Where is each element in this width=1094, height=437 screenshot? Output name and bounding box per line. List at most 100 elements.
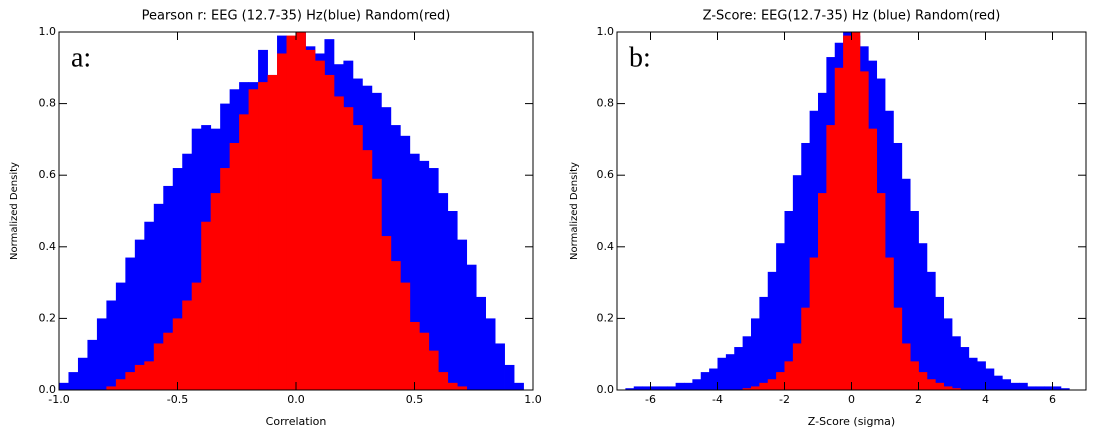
- histogram-bar: [776, 243, 785, 390]
- histogram-bar: [918, 243, 928, 390]
- x-axis-label: Correlation: [266, 415, 327, 428]
- histogram-bar: [106, 386, 117, 390]
- histogram-bar: [172, 318, 183, 390]
- histogram-bar: [843, 35, 852, 391]
- y-tick-label: 0.0: [597, 383, 615, 396]
- histogram-bar: [943, 318, 953, 390]
- histogram-bar: [514, 382, 524, 390]
- x-tick-label: 0: [848, 393, 855, 406]
- x-tick-label: 1.0: [524, 393, 542, 406]
- histogram-bar: [767, 271, 777, 390]
- histogram-bar: [125, 257, 136, 390]
- histogram-bar: [324, 74, 335, 391]
- histogram-bar: [438, 193, 449, 390]
- histogram-bar: [144, 221, 155, 390]
- histogram-bar: [210, 193, 221, 390]
- histogram-bar: [409, 153, 420, 390]
- histogram-bar: [267, 74, 278, 391]
- histogram-bar: [343, 107, 354, 391]
- histogram-bar: [952, 336, 961, 390]
- histogram-bar: [96, 318, 107, 390]
- histogram-bar: [968, 357, 978, 390]
- histogram-bar: [943, 386, 953, 390]
- y-axis-label: Normalized Density: [569, 162, 580, 260]
- x-tick-label: -6: [645, 393, 656, 406]
- histogram-bar: [851, 32, 861, 390]
- histogram-bar: [859, 71, 869, 390]
- histogram-bar: [910, 361, 919, 390]
- panel-label: a:: [71, 42, 91, 73]
- histogram-bar: [447, 211, 458, 390]
- histogram-bar: [700, 372, 710, 390]
- histogram-bar: [68, 372, 79, 390]
- y-tick-label: 0.6: [39, 168, 57, 181]
- histogram-bar: [1035, 386, 1045, 390]
- histogram-bar: [901, 178, 911, 390]
- x-tick-label: -4: [712, 393, 723, 406]
- y-tick-label: 0.4: [597, 240, 615, 253]
- histogram-bar: [667, 386, 677, 390]
- histogram-bar: [993, 375, 1003, 390]
- histogram-bar: [447, 382, 458, 390]
- y-tick-label: 1.0: [39, 25, 57, 38]
- histogram-bar: [1002, 379, 1012, 390]
- chart-title: Z-Score: EEG(12.7-35) Hz (blue) Random(r…: [703, 9, 1001, 24]
- histogram-bar: [734, 347, 744, 390]
- histogram-bar: [134, 239, 145, 390]
- histogram-bar: [400, 135, 411, 390]
- histogram-bar: [625, 388, 635, 390]
- histogram-bar: [438, 372, 449, 390]
- x-tick-label: 6: [1049, 393, 1056, 406]
- histogram-bar: [910, 211, 919, 390]
- panel-label: b:: [629, 42, 651, 73]
- histogram-bar: [77, 357, 88, 390]
- histogram-bar: [893, 142, 903, 390]
- histogram-bar: [792, 175, 802, 390]
- histogram-bar: [709, 368, 718, 390]
- y-tick-label: 0.0: [39, 383, 57, 396]
- histogram-bar: [428, 350, 439, 390]
- histogram-bar: [784, 211, 794, 390]
- histogram-bar: [901, 343, 911, 390]
- y-tick-label: 0.4: [39, 240, 57, 253]
- histogram-bar: [684, 382, 693, 390]
- histogram-bar: [885, 257, 894, 390]
- histogram-bar: [466, 264, 477, 390]
- y-tick-label: 0.8: [597, 97, 615, 110]
- histogram-bar: [182, 300, 193, 390]
- x-tick-label: -1.0: [48, 393, 69, 406]
- histogram-bar: [457, 239, 468, 390]
- histogram-bar: [153, 343, 164, 390]
- histogram-bar: [885, 110, 894, 390]
- x-tick-label: 0.0: [287, 393, 305, 406]
- histogram-bar: [115, 282, 126, 390]
- histogram-bar: [876, 193, 886, 390]
- histogram-bar: [428, 168, 439, 390]
- histogram-bar: [314, 60, 325, 390]
- histogram-bar: [809, 110, 819, 390]
- histogram-bar: [776, 372, 785, 390]
- histogram-bar: [333, 96, 344, 390]
- histogram-bar: [960, 347, 970, 390]
- histogram-bar: [201, 221, 212, 390]
- histogram-bar: [742, 388, 752, 390]
- x-axis-label: Z-Score (sigma): [808, 415, 895, 428]
- histogram-bar: [1019, 382, 1028, 390]
- histogram-bar: [801, 142, 811, 390]
- histogram-bar: [1027, 386, 1037, 390]
- histogram-bar: [725, 354, 735, 390]
- histogram-bar: [1060, 388, 1070, 390]
- histogram-bar: [834, 67, 844, 391]
- histogram-bar: [352, 125, 363, 390]
- histogram-bar: [419, 160, 430, 390]
- histogram-bar: [633, 386, 643, 390]
- histogram-bar: [650, 386, 660, 390]
- histogram-bar: [163, 185, 174, 390]
- histogram-bar: [229, 142, 240, 390]
- histogram-bar: [163, 332, 174, 390]
- x-tick-label: -0.5: [167, 393, 188, 406]
- y-axis-label: Normalized Density: [9, 162, 20, 260]
- histogram-bar: [400, 282, 411, 390]
- histogram-bar: [868, 128, 878, 390]
